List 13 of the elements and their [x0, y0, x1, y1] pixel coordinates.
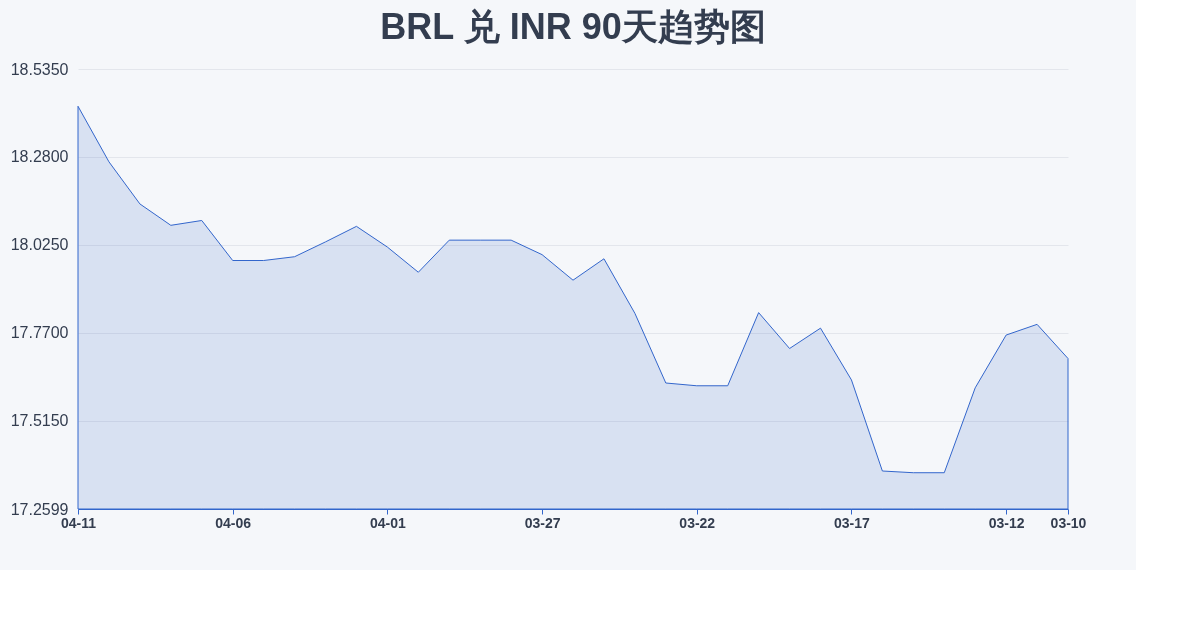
y-tick-label: 17.7700	[10, 324, 69, 342]
y-tick-label: 18.2800	[10, 148, 69, 166]
x-tick-label: 03-27	[524, 514, 561, 531]
x-tick-label: 03-10	[1050, 514, 1087, 531]
y-tick-label: 17.5150	[10, 412, 69, 430]
y-tick-label: 18.0250	[10, 236, 69, 254]
x-tick-label: 03-17	[834, 514, 871, 531]
x-tick-label: 04-01	[369, 514, 406, 531]
chart-title: BRL 兑 INR 90天趋势图	[380, 6, 766, 47]
y-tick-label: 18.5350	[10, 60, 69, 78]
x-tick-label: 03-22	[679, 514, 716, 531]
x-tick-label: 04-06	[215, 514, 252, 531]
x-tick-label: 03-12	[988, 514, 1025, 531]
